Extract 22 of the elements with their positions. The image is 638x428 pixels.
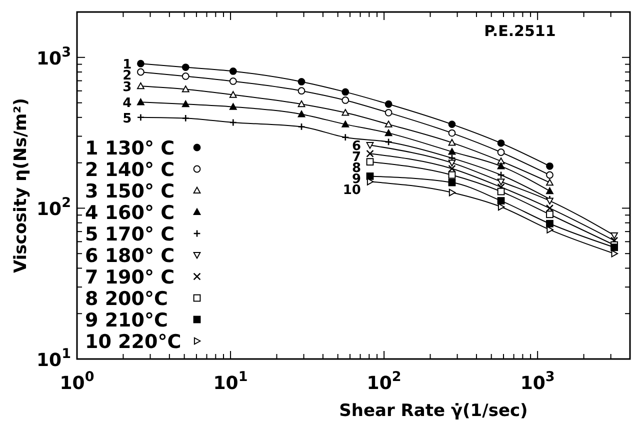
- legend-label: 7 190° C: [85, 266, 175, 288]
- legend-label: 4 160° C: [85, 202, 175, 224]
- x-tick-label: 10$^{1}$: [213, 369, 248, 394]
- y-tick-label: 10$^{1}$: [36, 346, 71, 371]
- legend-label: 9 210°C: [85, 310, 168, 332]
- x-axis-title: Shear Rate γ̇(1/sec): [339, 401, 528, 421]
- legend-label: 1 130° C: [85, 138, 175, 160]
- y-tick-label: 10$^{2}$: [36, 195, 71, 220]
- y-tick-label: 10$^{3}$: [36, 44, 71, 70]
- legend-label: 8 200°C: [85, 288, 168, 310]
- x-tick-label: 10$^{3}$: [520, 369, 555, 394]
- y-axis-title: Viscosity η(Ns/m²): [11, 98, 31, 273]
- legend-label: 2 140° C: [85, 159, 175, 181]
- text: P.E.2511: [484, 22, 556, 40]
- legend-label: 5 170° C: [85, 224, 175, 246]
- legend-label: 3 150° C: [85, 180, 175, 202]
- annotation: 4: [122, 96, 132, 112]
- legend-label: 10 220°C: [85, 331, 182, 353]
- annotation: 5: [122, 111, 132, 126]
- x-tick-label: 10$^{0}$: [60, 369, 94, 394]
- legend-label: 6 180° C: [85, 245, 175, 267]
- x-tick-label: 10$^{2}$: [366, 369, 402, 394]
